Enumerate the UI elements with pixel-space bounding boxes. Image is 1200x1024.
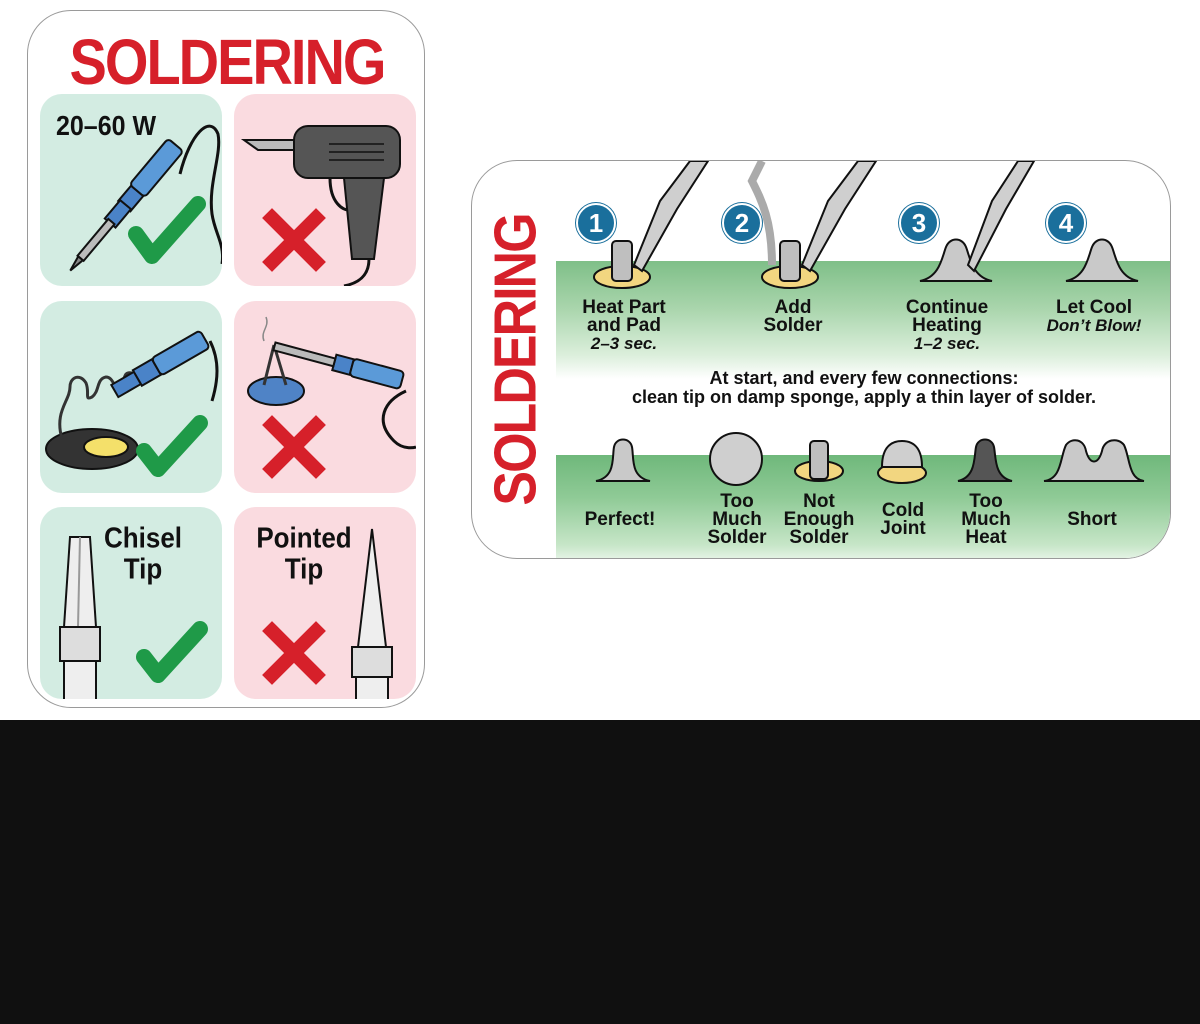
bottom-dark-band [0,720,1200,1024]
wattage-label: 20–60 W [56,110,157,142]
tile-soldering-gun-bad [234,94,416,286]
cross-icon [262,621,326,685]
cross-icon [262,415,326,479]
step-3-number: 3 [899,203,939,243]
chisel-tip-label: Chisel Tip [103,521,183,585]
step-2-label: Add Solder [763,297,823,336]
chisel-tip-icon [59,536,101,699]
joint-too-much-heat-label: Too Much Heat [961,491,1011,548]
card-title: SOLDERING [69,25,387,98]
soldering-steps-card: SOLDERING 1 2 3 4 Heat Part and Pad 2 [471,160,1171,559]
pointed-tip-icon [351,528,393,699]
checkmark-icon [136,415,208,477]
improvised-stand-icon [247,316,416,450]
joint-not-enough-solder-label: Not Enough Solder [783,491,855,548]
soldering-stand-icon [45,330,219,470]
step-1-number: 1 [576,203,616,243]
joint-perfect-label: Perfect! [584,509,656,530]
soldering-gun-icon [240,125,401,286]
joint-too-much-solder-label: Too Much Solder [707,491,767,548]
tile-improvised-stand-bad [234,301,416,493]
soldering-steps-illustration [593,161,1145,486]
cross-icon [262,208,326,272]
tile-stand-good [40,301,222,493]
checkmark-icon [128,196,206,264]
soldering-tools-card: SOLDERING 20–60 W [27,10,425,708]
checkmark-icon [136,621,208,683]
tile-chisel-tip-good: Chisel Tip [40,507,222,699]
joint-short-label: Short [1067,509,1117,530]
step-4-label: Let Cool Don’t Blow! [1046,297,1142,335]
cleaning-tip: At start, and every few connections: cle… [631,368,1097,407]
step-3-label: Continue Heating 1–2 sec. [905,297,989,353]
step-4-number: 4 [1046,203,1086,243]
tile-soldering-pen-good: 20–60 W [40,94,222,286]
step-1-label: Heat Part and Pad 2–3 sec. [582,297,666,353]
pointed-tip-label: Pointed Tip [256,521,352,585]
tile-pointed-tip-bad: Pointed Tip [234,507,416,699]
joint-cold-joint-label: Cold Joint [880,500,926,539]
step-2-number: 2 [722,203,762,243]
soldering-pen-icon [69,124,222,272]
